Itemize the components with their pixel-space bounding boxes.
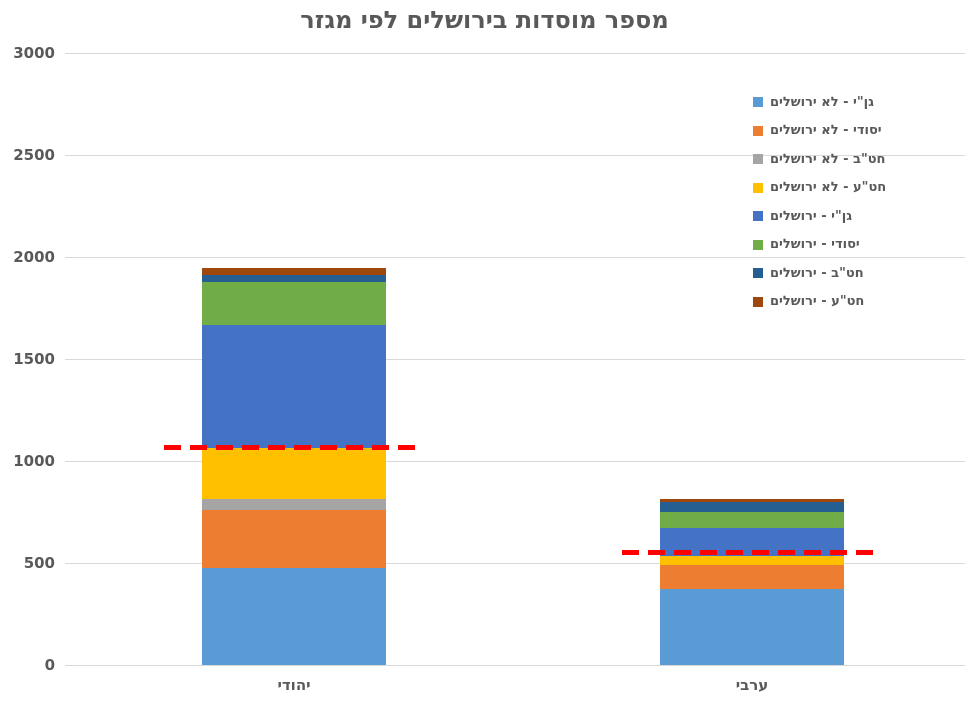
bar-segment [202,509,386,569]
legend-swatch-icon [753,182,763,193]
gridline [65,256,965,258]
bar-segment [202,268,386,276]
legend-item: חט"ב - ירושלים [753,259,864,287]
legend-item: גן"י - ירושלים [753,202,852,230]
bar-segment [660,498,844,502]
bar-segment [202,568,386,665]
bar-segment [202,275,386,282]
plot-area [65,52,965,666]
reference-dashed-line [164,445,424,451]
gridline [65,562,965,564]
bar-segment [202,325,386,448]
legend-swatch-icon [753,125,763,136]
legend-item-label: חט"ב - ירושלים [770,265,864,281]
y-tick-label: 2000 [13,248,55,266]
bar-stack [202,268,386,665]
bar-segment [660,588,844,665]
legend-item-label: חט"ב - לא ירושלים [770,151,886,167]
gridline [65,664,965,666]
legend-swatch-icon [753,211,763,221]
gridline [65,358,965,360]
legend-item: גן"י - לא ירושלים [753,88,874,116]
legend-item-label: יסודי - לא ירושלים [770,123,882,138]
y-tick-label: 500 [23,554,55,572]
legend-item: יסודי - ירושלים [753,231,860,259]
bar-segment [202,447,386,499]
legend-item: יסודי - לא ירושלים [753,117,882,145]
bar-segment [660,565,844,589]
legend-item: חט"ע - לא ירושלים [753,174,886,202]
category-label: יהודי [277,676,311,694]
y-tick-label: 0 [44,656,55,674]
legend-swatch-icon [753,154,763,164]
legend-swatch-icon [753,239,763,250]
legend-item-label: חט"ע - ירושלים [770,294,865,309]
bar-segment [202,498,386,510]
category-label: ערבי [735,676,769,694]
bar-segment [202,281,386,326]
bar-segment [660,555,844,566]
gridline [65,154,965,156]
legend-swatch-icon [753,268,763,278]
gridline [65,460,965,462]
reference-dashed-line [622,550,882,556]
chart-title: מספר מוסדות בירושלים לפי מגזר [300,6,669,34]
legend-item: חט"ע - ירושלים [753,288,864,316]
legend-item: חט"ב - לא ירושלים [753,145,885,173]
legend-swatch-icon [753,97,763,107]
y-tick-label: 3000 [13,44,55,62]
legend-swatch-icon [753,296,763,307]
legend-item-label: גן"י - לא ירושלים [770,94,874,110]
y-tick-label: 1000 [13,452,55,470]
y-tick-label: 2500 [13,146,55,164]
legend-item-label: גן"י - ירושלים [770,208,853,224]
gridline [65,52,965,54]
bar-segment [660,512,844,529]
y-tick-label: 1500 [13,350,55,368]
bar-stack [660,498,844,665]
legend-item-label: חט"ע - לא ירושלים [770,180,887,195]
bar-segment [660,501,844,513]
legend-item-label: יסודי - ירושלים [770,237,860,252]
